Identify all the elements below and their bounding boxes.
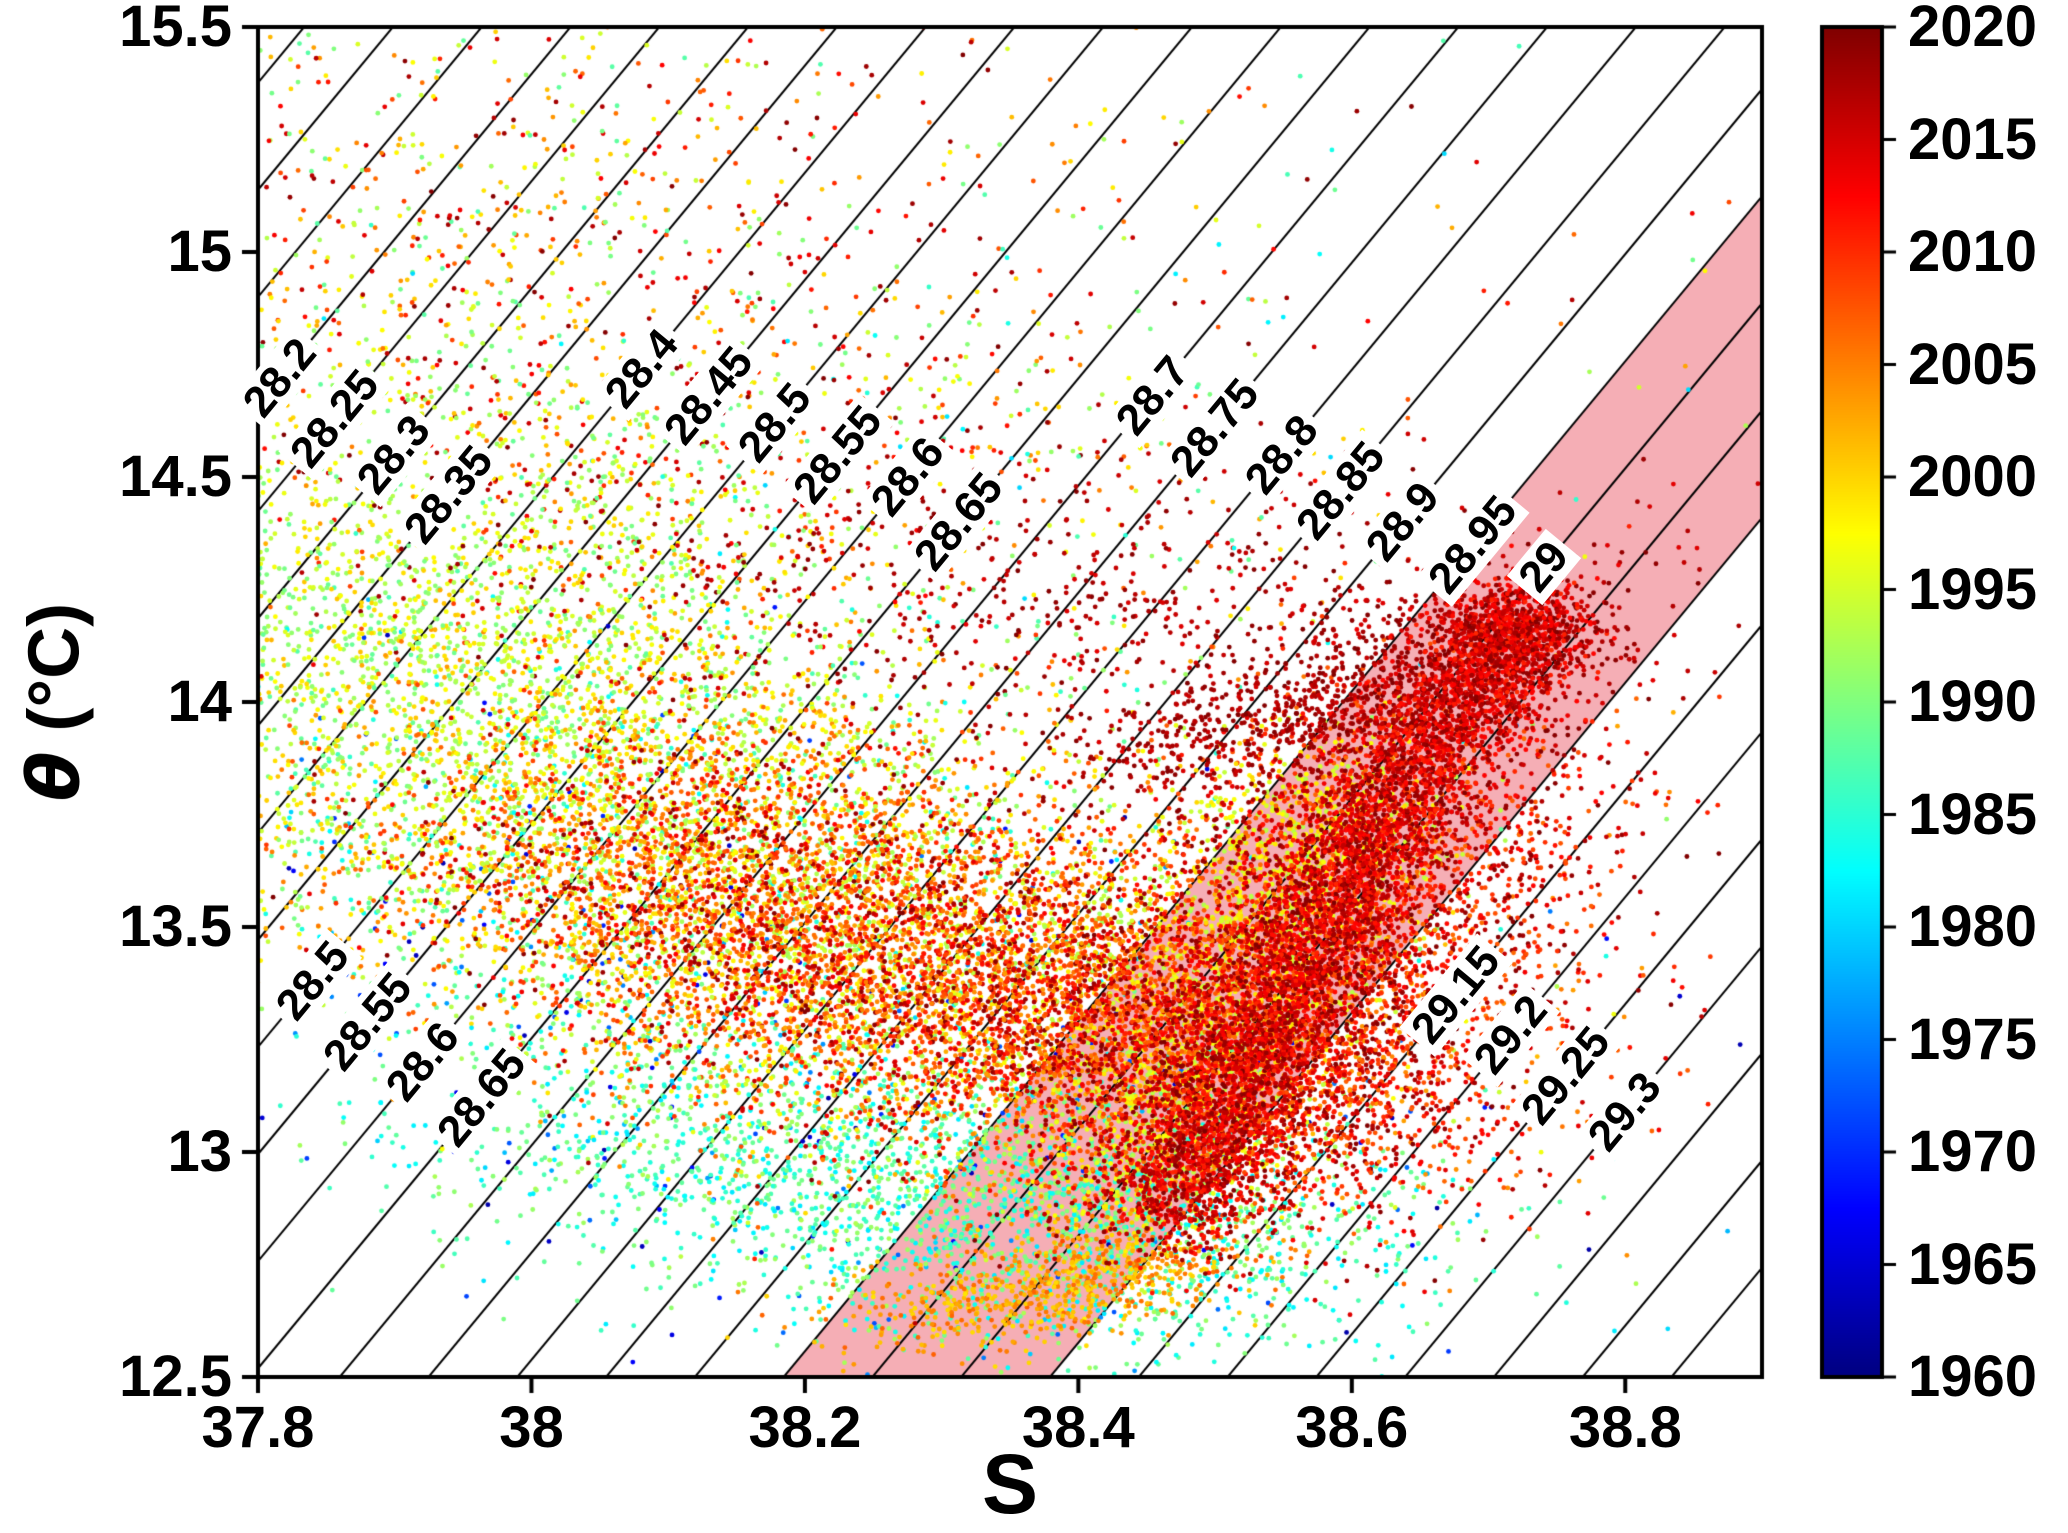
colorbar-tick-label: 1975 (1908, 1006, 2038, 1072)
y-tick-label: 14 (167, 669, 232, 734)
y-tick-label: 13.5 (119, 894, 232, 959)
x-tick-label: 38 (499, 1395, 564, 1460)
colorbar-tick-label: 2005 (1908, 331, 2038, 397)
y-tick-label: 14.5 (119, 444, 232, 509)
colorbar-tick-label: 2020 (1908, 0, 2038, 59)
x-axis-label: S (981, 1437, 1039, 1531)
colorbar-tick-label: 2010 (1908, 219, 2038, 284)
y-axis-units: (°C) (14, 602, 95, 752)
colorbar-tick-label: 1995 (1908, 556, 2038, 622)
colorbar-tick-label: 1990 (1908, 669, 2038, 734)
y-tick-label: 15.5 (119, 0, 232, 59)
colorbar-tick-label: 2000 (1908, 444, 2038, 509)
y-axis-label: θ (°C) (12, 603, 96, 801)
x-tick-label: 38.2 (748, 1395, 862, 1460)
y-tick-label: 12.5 (119, 1344, 232, 1409)
x-tick-label: 37.8 (201, 1395, 315, 1460)
colorbar-tick-label: 1985 (1908, 781, 2038, 847)
colorbar-tick-label: 1965 (1908, 1231, 2038, 1297)
y-tick-label: 15 (167, 219, 232, 284)
colorbar (1822, 27, 1882, 1377)
x-tick-label: 38.4 (1021, 1395, 1135, 1460)
plot-area (258, 27, 1762, 1377)
x-tick-label: 38.8 (1568, 1395, 1682, 1460)
theta-symbol: θ (11, 751, 96, 802)
x-tick-label: 38.6 (1295, 1395, 1409, 1460)
colorbar-tick-label: 2015 (1908, 106, 2038, 172)
y-tick-label: 13 (167, 1119, 232, 1184)
colorbar-tick-label: 1970 (1908, 1119, 2038, 1184)
colorbar-tick-label: 1960 (1908, 1344, 2038, 1409)
colorbar-tick-label: 1980 (1908, 894, 2038, 959)
